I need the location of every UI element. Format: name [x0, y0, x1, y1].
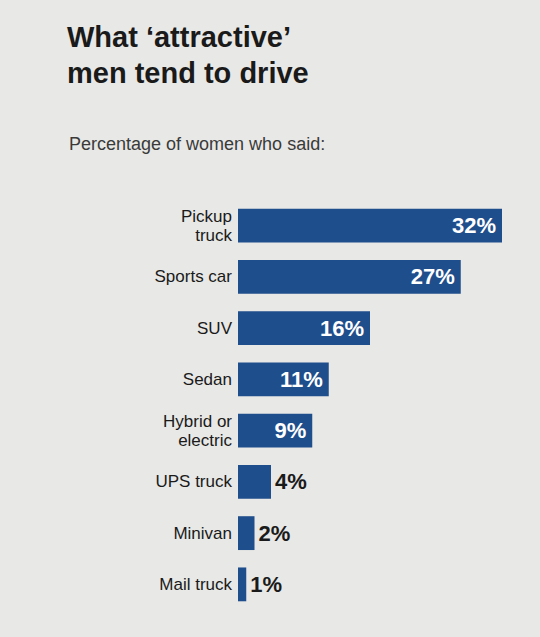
svg-text:27%: 27%: [411, 264, 455, 289]
svg-text:1%: 1%: [250, 572, 282, 597]
svg-text:Pickup: Pickup: [181, 207, 232, 226]
svg-text:16%: 16%: [320, 316, 364, 341]
svg-text:Hybrid or: Hybrid or: [163, 412, 232, 431]
svg-text:11%: 11%: [280, 367, 323, 392]
svg-text:Minivan: Minivan: [173, 524, 232, 543]
svg-text:Percentage of women who said:: Percentage of women who said:: [69, 134, 325, 154]
svg-text:9%: 9%: [274, 418, 306, 443]
svg-text:electric: electric: [178, 431, 232, 450]
svg-text:UPS truck: UPS truck: [155, 472, 232, 491]
svg-text:Sports car: Sports car: [155, 267, 233, 286]
svg-text:4%: 4%: [275, 469, 307, 494]
svg-text:What ‘attractive’: What ‘attractive’: [67, 21, 291, 53]
svg-text:SUV: SUV: [197, 319, 233, 338]
svg-text:32%: 32%: [452, 213, 496, 238]
svg-text:2%: 2%: [259, 521, 291, 546]
svg-text:truck: truck: [195, 226, 232, 245]
svg-text:Sedan: Sedan: [183, 370, 232, 389]
svg-text:Mail truck: Mail truck: [159, 575, 232, 594]
svg-text:men tend to drive: men tend to drive: [67, 57, 309, 89]
